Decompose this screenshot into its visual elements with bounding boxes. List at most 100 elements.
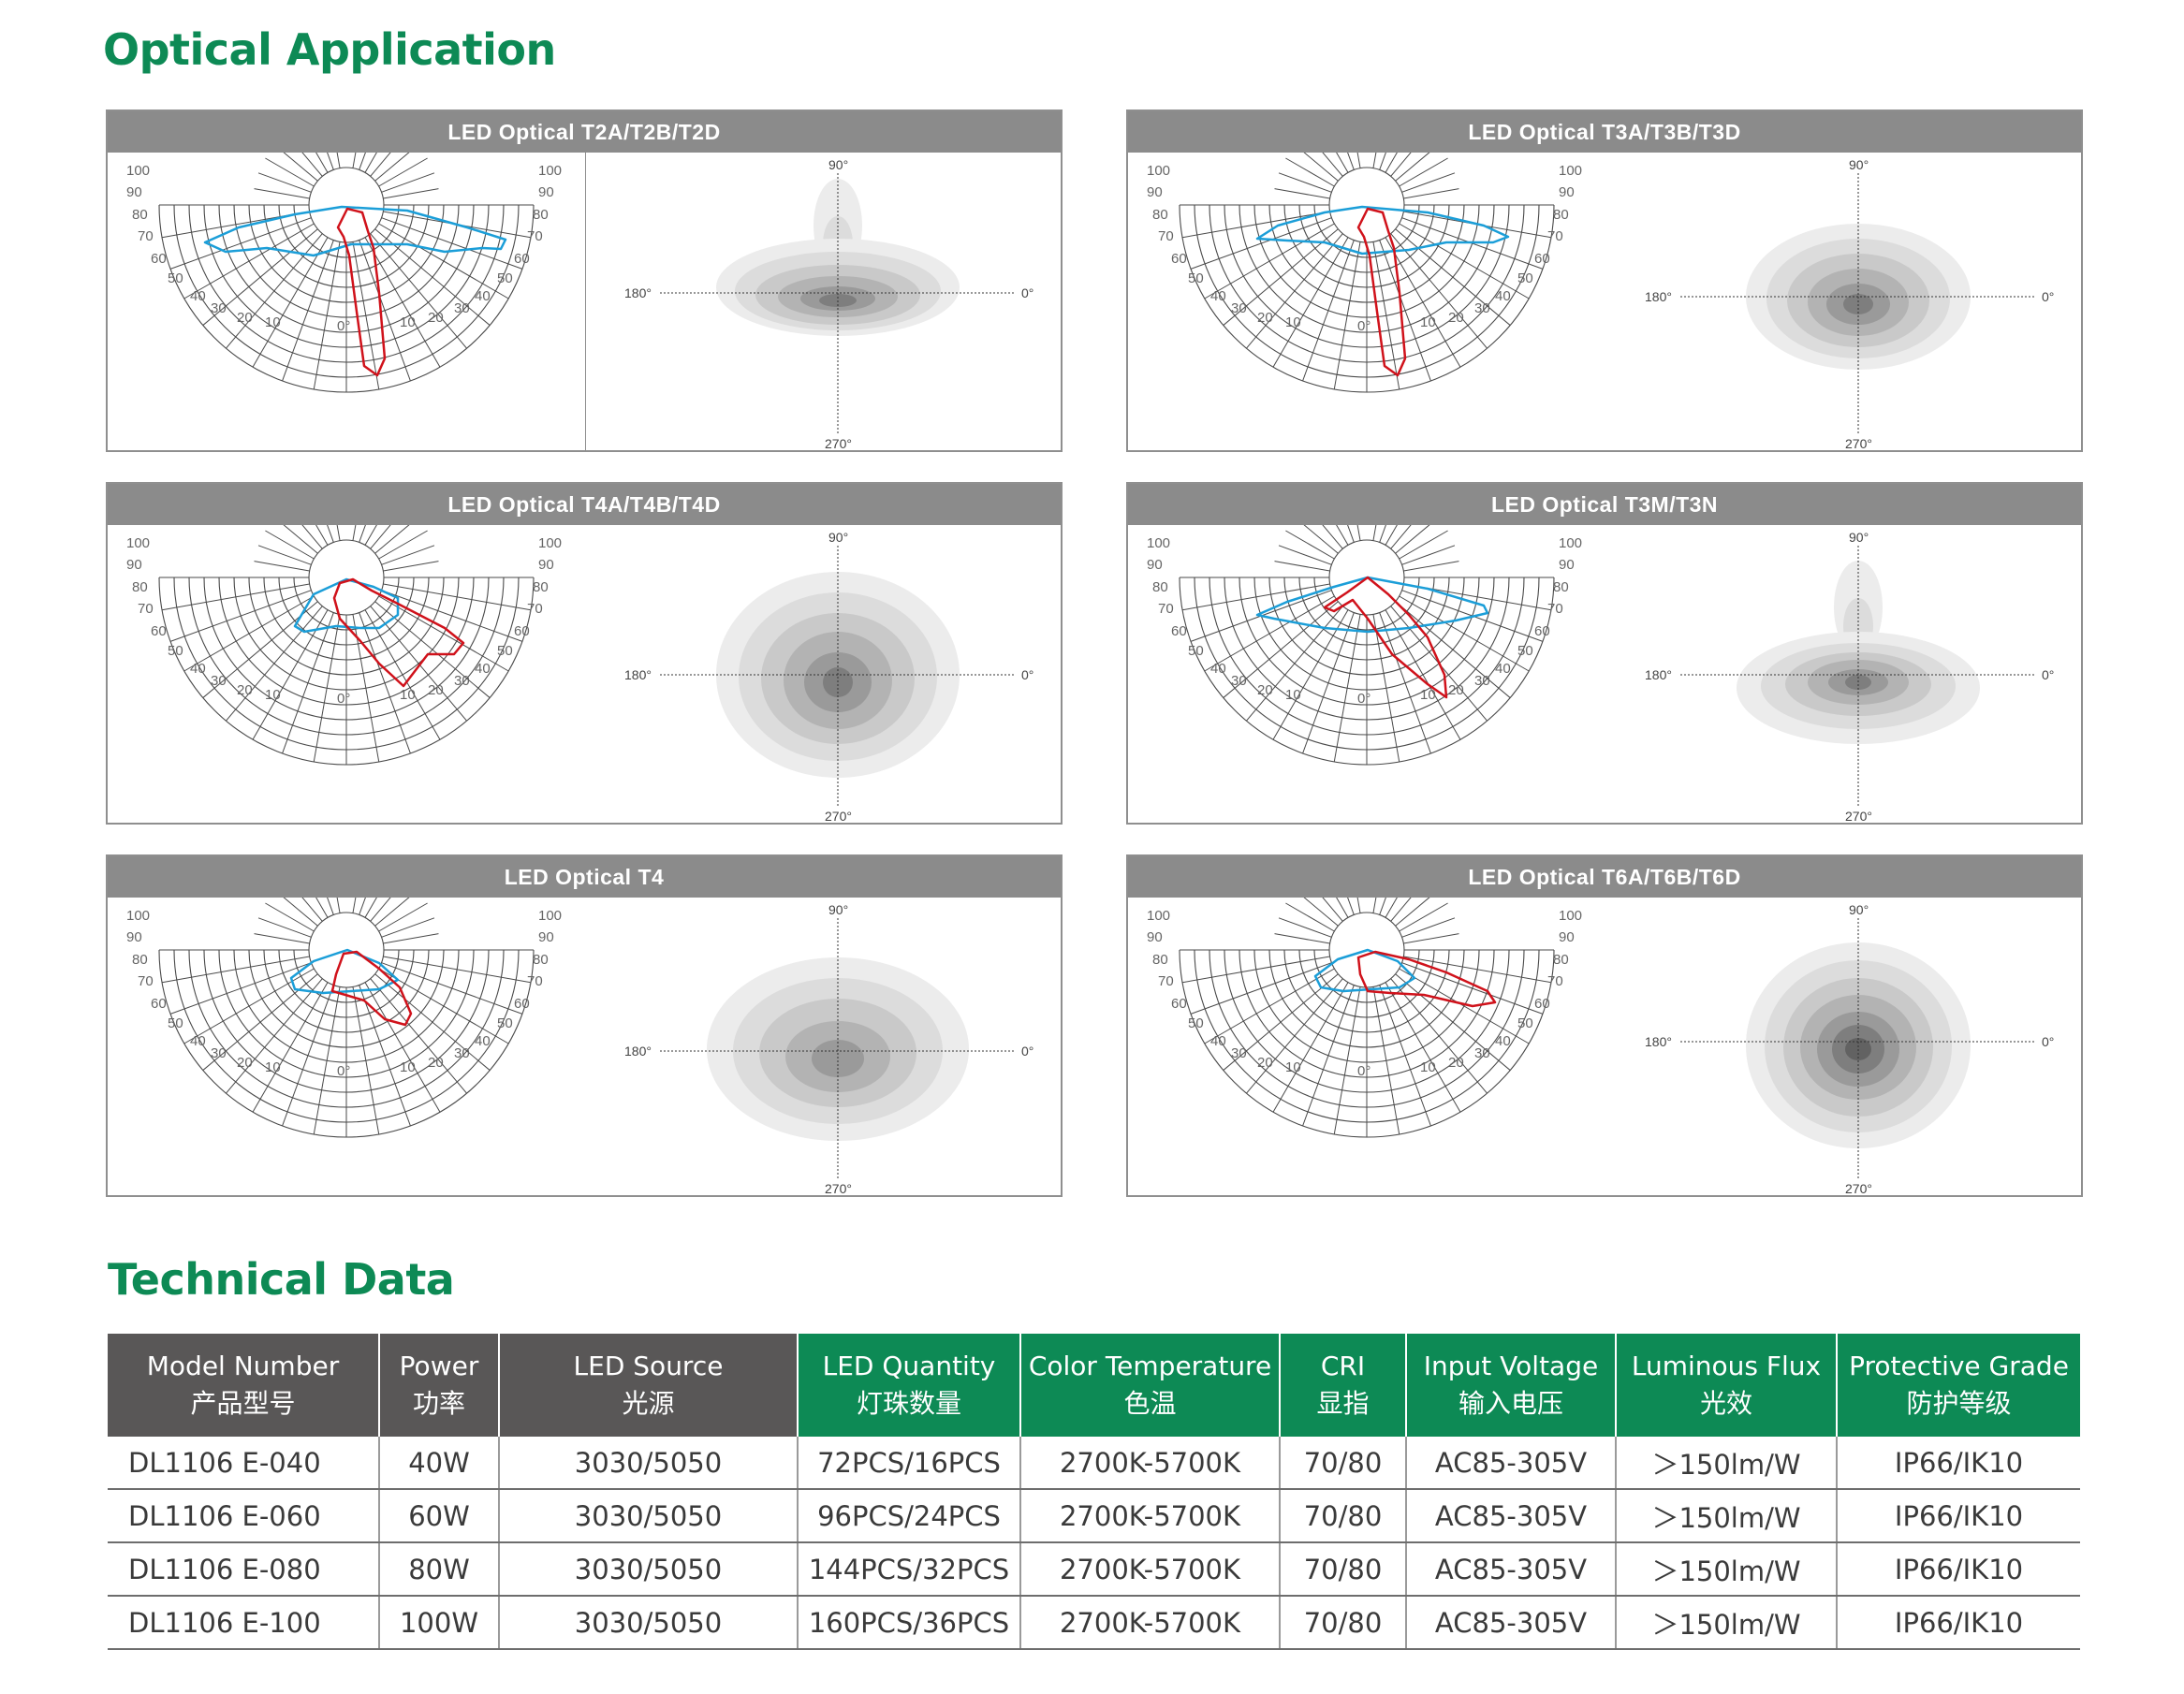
table-cell: 3030/5050: [499, 1596, 799, 1650]
isolux-label-0: 0°: [2042, 667, 2054, 682]
polar-scale-label: 20: [428, 682, 444, 698]
isolux-label-90: 90°: [1849, 902, 1869, 917]
table-cell: 70/80: [1280, 1489, 1407, 1543]
panel-optical-t4: LED Optical T4 100 100 90 90 80 80 70 70 60 60 50 5…: [106, 854, 1063, 1197]
polar-scale-label: 40: [475, 288, 491, 304]
candela-curve-red: [330, 950, 413, 1027]
polar-scale-label: 90: [538, 557, 554, 573]
polar-scale-label: 30: [1474, 300, 1490, 316]
polar-grid: [158, 898, 535, 1138]
polar-scale-label: 70: [527, 973, 543, 989]
polar-scale-label: 100: [538, 535, 562, 551]
polar-scale-label: 30: [1231, 300, 1247, 316]
panel-title: LED Optical T4: [108, 856, 1061, 898]
polar-scale-label: 70: [1158, 601, 1174, 617]
table-cell: 70/80: [1280, 1596, 1407, 1650]
column-header-cn: 灯珠数量: [856, 1388, 961, 1419]
polar-scale-label: 80: [1553, 207, 1569, 223]
polar-scale-label: 70: [527, 601, 543, 617]
polar-scale-label: 30: [1474, 1045, 1490, 1061]
polar-scale-label: 10: [1420, 687, 1436, 703]
isolux-diagram: 90° 270° 180° 0°: [624, 902, 1033, 1195]
table-cell: DL1106 E-080: [108, 1542, 380, 1597]
column-header-en: LED Quantity: [822, 1351, 996, 1381]
polar-scale-label: 80: [533, 207, 549, 223]
table-cell: 70/80: [1280, 1542, 1407, 1597]
candela-curve-blue: [203, 205, 507, 257]
polar-scale-label: 60: [1171, 996, 1187, 1012]
candela-curve-red: [332, 577, 465, 688]
table-cell: IP66/IK10: [1837, 1596, 2080, 1650]
isolux-label-180: 180°: [624, 1044, 652, 1059]
polar-scale-label: 50: [1188, 643, 1204, 659]
column-header: Model Number 产品型号: [108, 1334, 380, 1437]
polar-scale-label: 60: [1171, 623, 1187, 639]
polar-scale-label: 20: [428, 1055, 444, 1071]
polar-scale-label: 80: [1553, 952, 1569, 968]
table-cell: 100W: [379, 1596, 500, 1650]
polar-scale-label: 60: [151, 623, 167, 639]
polar-scale-label: 50: [168, 1015, 183, 1031]
technical-data-title: Technical Data: [108, 1254, 455, 1305]
polar-scale-label: 40: [1495, 661, 1511, 677]
column-header-en: Input Voltage: [1423, 1351, 1599, 1381]
column-header: Protective Grade 防护等级: [1837, 1334, 2080, 1437]
isolux-label-0: 0°: [2042, 289, 2054, 304]
polar-scale-label: 20: [1448, 682, 1464, 698]
polar-scale-label: 70: [1547, 228, 1563, 244]
isolux-label-0: 0°: [1021, 1044, 1033, 1059]
isolux-diagram: 90° 270° 180° 0°: [624, 530, 1033, 823]
polar-scale-label: 40: [475, 661, 491, 677]
column-header-cn: 显指: [1316, 1388, 1370, 1419]
polar-scale-label: 90: [1147, 184, 1163, 200]
polar-scale-label: 30: [1231, 673, 1247, 689]
polar-scale-label: 50: [497, 643, 513, 659]
polar-scale-label: 10: [1285, 687, 1301, 703]
polar-scale-label: 80: [132, 579, 148, 595]
panel-optical-t6: LED Optical T6A/T6B/T6D 100 100 90 90 80 80 70…: [1126, 854, 2083, 1197]
polar-scale-label: 100: [538, 163, 562, 179]
polar-grid: [1179, 153, 1555, 393]
isolux-label-90: 90°: [828, 530, 848, 545]
polar-scale-label: 40: [190, 288, 206, 304]
polar-zero-label: 0°: [1357, 318, 1370, 334]
table-cell: 144PCS/32PCS: [798, 1542, 1021, 1597]
polar-scale-label: 100: [126, 163, 150, 179]
panel-title: LED Optical T6A/T6B/T6D: [1128, 856, 2081, 898]
table-cell: DL1106 E-060: [108, 1489, 380, 1543]
column-header-en: CRI: [1320, 1351, 1366, 1381]
polar-scale-label: 30: [1474, 673, 1490, 689]
polar-scale-label: 100: [1147, 908, 1170, 924]
polar-scale-label: 30: [454, 673, 470, 689]
table-cell: 96PCS/24PCS: [798, 1489, 1021, 1543]
polar-scale-label: 20: [1448, 1055, 1464, 1071]
candela-curve-red: [336, 207, 387, 377]
polar-scale-label: 100: [1559, 908, 1582, 924]
polar-scale-label: 90: [538, 184, 554, 200]
polar-scale-label: 70: [138, 228, 154, 244]
polar-scale-label: 10: [1285, 1059, 1301, 1075]
table-cell: 72PCS/16PCS: [798, 1437, 1021, 1490]
panel-optical-t2: LED Optical T2A/T2B/T2D 100 100 90 90 80 80 70…: [106, 110, 1063, 452]
polar-scale-label: 90: [1147, 929, 1163, 945]
polar-scale-label: 90: [126, 929, 142, 945]
column-header-cn: 输入电压: [1458, 1388, 1563, 1419]
table-row: DL1106 E-080 80W 3030/5050 144PCS/32PCS 2700…: [108, 1542, 2080, 1597]
panel-optical-t3m: LED Optical T3M/T3N 100 100 90 90 80 80 70 70 60…: [1126, 482, 2083, 825]
polar-scale-label: 80: [1553, 579, 1569, 595]
column-header: Power 功率: [379, 1334, 500, 1437]
isolux-label-270: 270°: [1845, 1181, 1872, 1195]
polar-scale-label: 20: [1448, 310, 1464, 326]
isolux-label-90: 90°: [1849, 157, 1869, 172]
polar-scale-label: 40: [1210, 1033, 1226, 1049]
table-cell: 2700K-5700K: [1020, 1489, 1281, 1543]
polar-scale-label: 90: [1559, 929, 1575, 945]
polar-scale-label: 20: [237, 682, 253, 698]
table-cell: IP66/IK10: [1837, 1542, 2080, 1597]
polar-scale-label: 30: [454, 1045, 470, 1061]
polar-scale-label: 50: [168, 643, 183, 659]
polar-scale-label: 40: [190, 1033, 206, 1049]
polar-scale-label: 80: [533, 952, 549, 968]
polar-scale-label: 100: [538, 908, 562, 924]
polar-scale-label: 50: [168, 270, 183, 286]
